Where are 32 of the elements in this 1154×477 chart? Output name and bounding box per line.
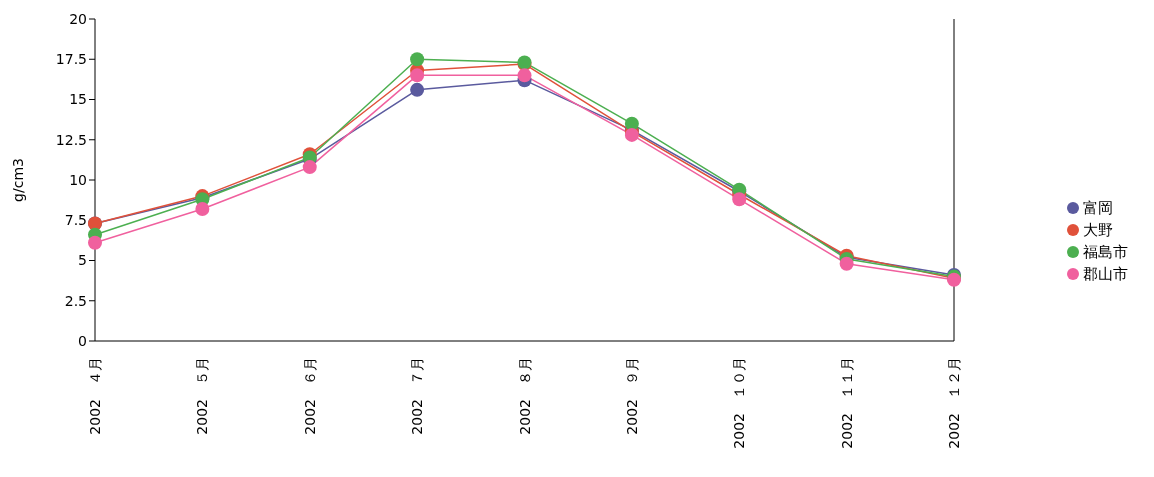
y-tick-label: 2.5 <box>64 292 87 309</box>
y-tick-label: 12.5 <box>55 131 87 148</box>
x-tick-label: 2002 ５月 <box>194 357 211 435</box>
point <box>410 82 425 97</box>
y-axis-title: g/cm3 <box>9 158 26 202</box>
y-tick-label: 5 <box>78 252 87 269</box>
point <box>88 235 102 250</box>
x-tick-label: 2002 ９月 <box>623 357 640 435</box>
x-tick-label: 2002 ４月 <box>87 357 103 435</box>
point <box>839 256 854 271</box>
point <box>195 201 210 216</box>
point <box>517 68 532 83</box>
y-tick-label: 20 <box>69 10 87 27</box>
y-tick-label: 15 <box>69 91 87 108</box>
point <box>410 52 425 67</box>
legend-label: 郡山市 <box>1083 264 1128 283</box>
y-tick-label: 7.5 <box>64 212 87 229</box>
x-tick-label: 2002 １１月 <box>838 357 855 449</box>
point <box>410 68 425 83</box>
point <box>732 192 747 207</box>
y-tick-label: 17.5 <box>55 51 87 68</box>
legend-label: 大野 <box>1083 220 1113 239</box>
legend-label: 富岡 <box>1083 198 1113 217</box>
x-tick-label: 2002 ７月 <box>409 357 426 435</box>
x-tick-label: 2002 ８月 <box>516 357 533 435</box>
x-tick-label: 2002 ６月 <box>301 357 318 435</box>
legend-label: 福島市 <box>1083 242 1128 261</box>
x-tick-label: 2002 １０月 <box>731 357 748 449</box>
x-tick-label: 2002 １２月 <box>946 357 962 449</box>
point <box>302 160 317 175</box>
y-tick-label: 0 <box>78 332 87 349</box>
y-tick-label: 10 <box>69 171 87 188</box>
